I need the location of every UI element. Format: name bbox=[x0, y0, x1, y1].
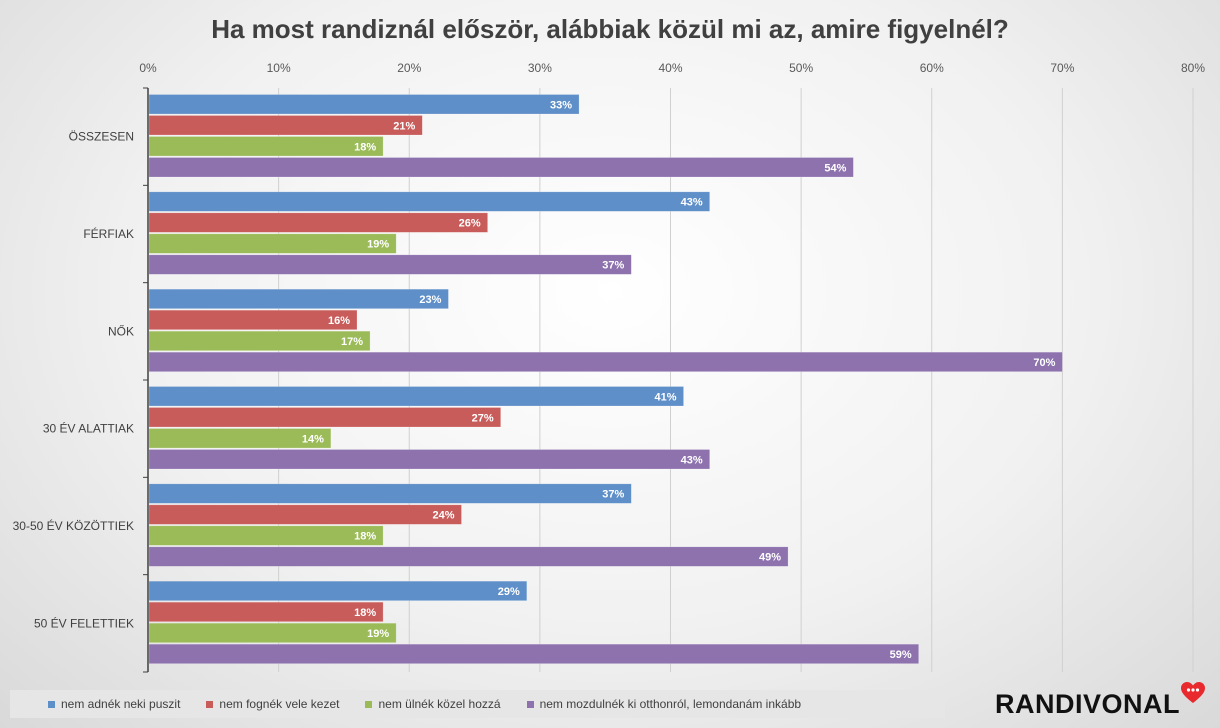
legend-label: nem fognék vele kezet bbox=[219, 697, 340, 711]
bar bbox=[148, 254, 632, 275]
data-label: 33% bbox=[550, 99, 572, 111]
bar bbox=[148, 643, 919, 664]
bar bbox=[148, 115, 423, 136]
logo: RANDIVONAL bbox=[995, 682, 1210, 721]
bar bbox=[148, 428, 332, 449]
bar bbox=[148, 546, 789, 567]
legend-item: nem mozdulnék ki otthonról, lemondanám i… bbox=[526, 697, 802, 711]
x-tick-label: 30% bbox=[528, 61, 552, 75]
data-label: 29% bbox=[498, 586, 520, 598]
bar bbox=[148, 288, 449, 309]
data-label: 14% bbox=[302, 433, 324, 445]
legend: nem adnék neki puszit nem fognék vele kez… bbox=[10, 690, 945, 718]
bar bbox=[148, 233, 397, 254]
data-label: 37% bbox=[602, 260, 624, 272]
bar bbox=[148, 94, 580, 115]
x-tick-label: 70% bbox=[1050, 61, 1074, 75]
bar-chart: 0% 10% 20% 30% 40% 50% 60% 70% 80% 33% 21% 18% 54% 4… bbox=[13, 61, 1205, 673]
data-label: 16% bbox=[328, 315, 350, 327]
category-labels: ÖSSZESEN FÉRFIAK NŐK 30 ÉV ALATTIAK 30-50 ÉV… bbox=[13, 130, 134, 631]
bar bbox=[148, 449, 710, 470]
x-tick-label: 80% bbox=[1181, 61, 1205, 75]
data-label: 18% bbox=[354, 141, 376, 153]
x-tick-label: 50% bbox=[789, 61, 813, 75]
data-label: 24% bbox=[432, 510, 454, 522]
data-label: 59% bbox=[890, 649, 912, 661]
legend-swatch bbox=[526, 700, 534, 708]
x-tick-label: 40% bbox=[658, 61, 682, 75]
bar bbox=[148, 525, 384, 546]
bar bbox=[148, 330, 371, 351]
bar bbox=[148, 212, 488, 233]
legend-item: nem fognék vele kezet bbox=[206, 697, 339, 711]
x-tick-label: 0% bbox=[139, 61, 157, 75]
chart-title: Ha most randiznál először, alábbiak közü… bbox=[211, 14, 1009, 44]
bar bbox=[148, 386, 684, 407]
legend-swatch bbox=[48, 700, 55, 708]
data-label: 49% bbox=[759, 552, 781, 564]
data-label: 18% bbox=[354, 531, 376, 543]
data-label: 43% bbox=[681, 454, 703, 466]
x-tick-label: 60% bbox=[920, 61, 944, 75]
bar bbox=[148, 622, 397, 643]
bar bbox=[148, 157, 854, 178]
data-label: 19% bbox=[367, 239, 389, 251]
legend-label: nem ülnék közel hozzá bbox=[378, 697, 501, 711]
category-label: NŐK bbox=[108, 323, 134, 338]
data-label: 41% bbox=[655, 391, 677, 403]
legend-label: nem mozdulnék ki otthonról, lemondanám i… bbox=[539, 697, 802, 711]
bar bbox=[148, 483, 632, 504]
x-tick-label: 20% bbox=[397, 61, 421, 75]
bar bbox=[148, 136, 384, 157]
legend-swatch bbox=[206, 700, 214, 708]
data-label: 26% bbox=[459, 218, 481, 230]
y-axis bbox=[143, 87, 149, 673]
data-label: 18% bbox=[354, 607, 376, 619]
category-label: FÉRFIAK bbox=[83, 226, 134, 241]
gridlines bbox=[278, 88, 1194, 672]
bar bbox=[148, 351, 1063, 372]
legend-swatch bbox=[365, 700, 373, 708]
category-label: 30-50 ÉV KÖZÖTTIEK bbox=[13, 518, 134, 533]
data-label: 21% bbox=[393, 120, 415, 132]
bars: 33% 21% 18% 54% 43% 26% 19% 37% 23% 16% 17% 70% 41% 2… bbox=[148, 94, 1063, 664]
data-label: 70% bbox=[1033, 357, 1055, 369]
x-tick-label: 10% bbox=[267, 61, 291, 75]
legend-item: nem ülnék közel hozzá bbox=[365, 697, 501, 711]
data-label: 54% bbox=[824, 162, 846, 174]
legend-item: nem adnék neki puszit bbox=[48, 697, 180, 711]
logo-text: RANDIVONAL bbox=[995, 689, 1180, 719]
bar bbox=[148, 407, 501, 428]
x-axis-ticks: 0% 10% 20% 30% 40% 50% 60% 70% 80% bbox=[139, 61, 1205, 75]
bar bbox=[148, 601, 384, 622]
data-label: 19% bbox=[367, 628, 389, 640]
data-label: 27% bbox=[472, 412, 494, 424]
category-label: ÖSSZESEN bbox=[69, 130, 134, 144]
heart-chat-icon bbox=[1181, 682, 1205, 703]
bar bbox=[148, 580, 528, 601]
bar bbox=[148, 309, 358, 330]
legend-label: nem adnék neki puszit bbox=[61, 697, 181, 711]
data-label: 17% bbox=[341, 336, 363, 348]
bar bbox=[148, 504, 462, 525]
data-label: 23% bbox=[419, 294, 441, 306]
data-label: 37% bbox=[602, 489, 624, 501]
data-label: 43% bbox=[681, 197, 703, 209]
category-label: 30 ÉV ALATTIAK bbox=[43, 421, 134, 436]
bar bbox=[148, 191, 710, 212]
category-label: 50 ÉV FELETTIEK bbox=[34, 615, 134, 630]
